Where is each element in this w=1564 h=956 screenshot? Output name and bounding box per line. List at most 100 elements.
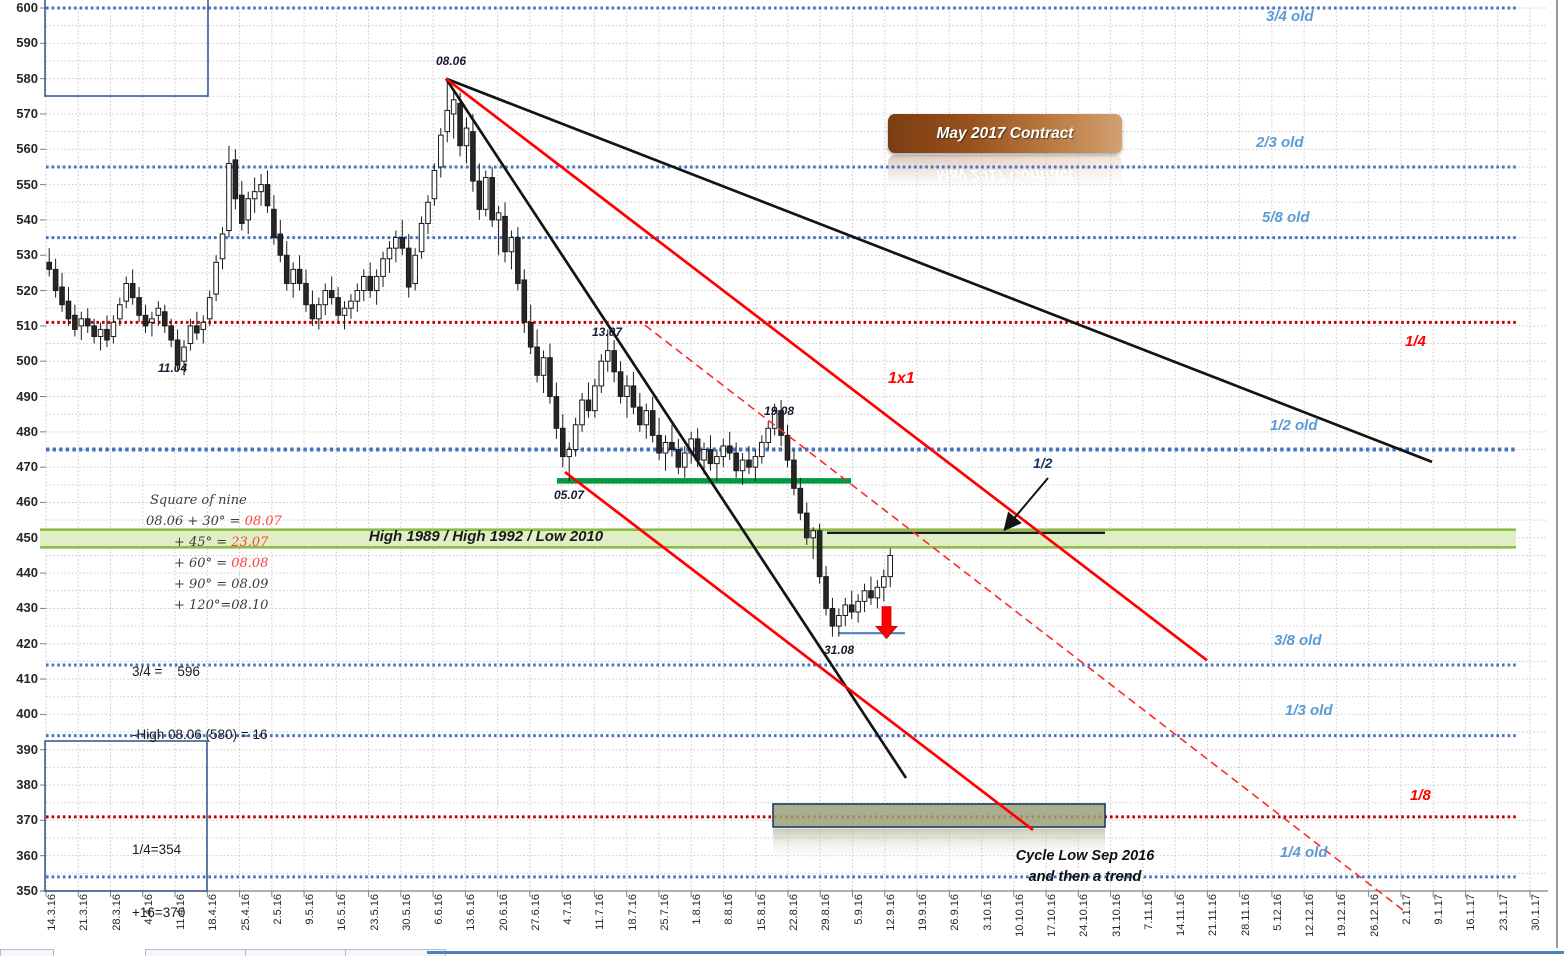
x-axis-label: 19.12.16	[1336, 894, 1349, 937]
x-axis-label: 1.8.16	[691, 894, 704, 925]
candle-up	[393, 237, 399, 249]
candle-down	[232, 159, 239, 200]
x-axis-label: 11.4.16	[175, 894, 188, 930]
candle-up	[354, 290, 361, 302]
square-of-nine-row: 08.06 + 30° = 08.07	[146, 514, 282, 529]
candle-down	[194, 325, 200, 334]
candle-down	[283, 254, 290, 284]
calc-line: -High 08.06 (580) = 16	[132, 727, 268, 742]
y-axis-label: 490	[16, 388, 38, 404]
candle-up	[290, 268, 296, 284]
candle-down	[521, 279, 528, 323]
x-axis-label: 13.6.16	[465, 894, 478, 931]
bottom-strip-cell	[0, 949, 54, 956]
candle-up	[258, 184, 264, 193]
candle-up	[213, 261, 219, 295]
candle-up	[624, 385, 630, 398]
x-axis-label: 23.1.17	[1497, 894, 1510, 931]
candle-down	[797, 487, 804, 514]
candle-down	[656, 434, 662, 454]
x-axis-label: 26.9.16	[949, 894, 962, 931]
square-of-nine-row: + 90° = 08.09	[174, 577, 269, 592]
candle-down	[791, 459, 797, 489]
candle-down	[161, 311, 168, 327]
square-of-nine-row: + 60° = 08.08	[174, 556, 269, 571]
x-axis-label: 25.7.16	[658, 894, 671, 931]
y-axis-label: 530	[16, 247, 38, 263]
gann-1x1-label: 1x1	[888, 370, 915, 387]
candle-up	[245, 198, 252, 221]
level-label-red: 1/4	[1405, 333, 1426, 350]
y-axis-label: 380	[16, 777, 38, 793]
y-axis-label: 570	[16, 105, 38, 121]
red-dashed	[644, 324, 1404, 911]
candle-down	[104, 328, 110, 341]
candle-down	[803, 512, 810, 539]
square-of-nine-row: + 45° = 23.07	[174, 535, 269, 550]
candle-down	[476, 180, 483, 210]
x-axis-label: 18.4.16	[207, 894, 220, 931]
candle-up	[200, 321, 207, 330]
candle-up	[425, 201, 431, 224]
x-axis-label: 29.8.16	[820, 894, 833, 931]
candle-down	[707, 449, 714, 465]
candle-down	[848, 604, 855, 613]
x-axis-label: 24.10.16	[1078, 894, 1091, 937]
x-axis-label: 27.6.16	[529, 894, 542, 931]
level-label-blue: 1/4 old	[1280, 844, 1328, 861]
x-axis-label: 10.10.16	[1013, 894, 1026, 937]
candle-down	[367, 275, 373, 292]
candle-down	[264, 184, 271, 207]
candle-down	[534, 346, 540, 376]
candle-up	[566, 449, 573, 458]
candle-up	[701, 449, 707, 461]
candle-down	[271, 208, 277, 239]
candle-up	[206, 297, 213, 320]
y-axis-label: 420	[16, 635, 38, 651]
candle-down	[335, 297, 341, 316]
y-axis-label: 560	[16, 141, 38, 157]
x-axis-label: 25.4.16	[239, 894, 252, 931]
candle-down	[553, 396, 560, 429]
x-axis-label: 9.5.16	[304, 894, 317, 925]
y-axis-label: 450	[16, 529, 38, 545]
candle-up	[720, 445, 727, 458]
calc-line: 1/4=354	[132, 842, 182, 857]
support-band-label: High 1989 / High 1992 / Low 2010	[368, 528, 604, 545]
cycle-target-box	[772, 803, 1106, 828]
candle-down	[239, 194, 245, 224]
candle-up	[810, 530, 816, 539]
candle-up	[508, 237, 515, 253]
y-axis-label: 470	[16, 459, 38, 475]
y-axis-label: 400	[16, 706, 38, 722]
candle-up	[592, 385, 598, 412]
candle-up	[219, 233, 226, 260]
candle-down	[617, 371, 624, 398]
x-axis-label: 16.5.16	[336, 894, 349, 931]
x-axis-label: 3.10.16	[981, 894, 994, 931]
level-label-blue: 1/2 old	[1270, 417, 1318, 434]
gann-1x1-red	[445, 77, 1208, 662]
x-axis-label: 14.3.16	[46, 894, 58, 931]
candle-up	[861, 590, 868, 602]
candle-down	[129, 282, 136, 299]
annotation-low-3108: 31.08	[824, 643, 855, 657]
candle-up	[495, 212, 502, 221]
contract-title-box: May 2017 Contract	[888, 114, 1122, 153]
candle-down	[174, 339, 181, 366]
candle-down	[630, 385, 637, 408]
candle-down	[868, 590, 874, 599]
candle-up	[643, 410, 650, 426]
candle-down	[611, 350, 617, 373]
candle-down	[303, 282, 309, 306]
fan-lower-black	[444, 77, 908, 779]
y-axis-label: 480	[16, 423, 38, 439]
x-axis-label: 11.7.16	[594, 894, 607, 930]
y-axis-label: 350	[16, 883, 38, 898]
candle-up	[714, 456, 720, 465]
candle-down	[46, 261, 53, 270]
x-axis-label: 7.11.16	[1142, 894, 1155, 930]
level-label-blue: 3/8 old	[1274, 632, 1322, 649]
candle-down	[746, 459, 752, 468]
candle-up	[97, 328, 104, 337]
